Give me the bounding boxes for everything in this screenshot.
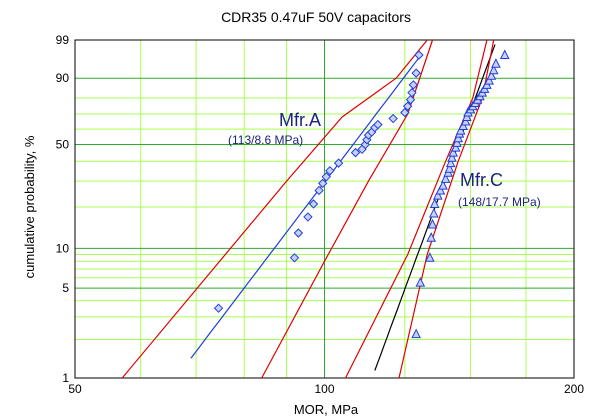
triangle-marker xyxy=(491,58,501,68)
triangle-marker xyxy=(484,74,494,85)
diamond-marker xyxy=(405,94,416,105)
triangle-marker xyxy=(448,147,459,157)
y-tick-labels: 1 5 10 50 90 99 xyxy=(56,33,70,385)
bound-lower-mfr-a xyxy=(121,39,428,379)
x-tick-labels: 50 100 200 xyxy=(68,382,584,396)
triangle-marker xyxy=(488,64,499,75)
diamond-marker xyxy=(402,101,413,111)
chart-title: CDR35 0.47uF 50V capacitors xyxy=(221,9,411,25)
bound-upper-mfr-a xyxy=(261,39,434,379)
triangle-marker xyxy=(429,207,439,218)
annotation-mfr-a-params: (113/8.6 MPa) xyxy=(228,133,303,147)
plot-frame xyxy=(74,39,575,379)
triangle-marker xyxy=(425,252,435,262)
y-tick-label: 10 xyxy=(56,241,70,255)
diamond-marker xyxy=(293,228,304,238)
x-tick-label: 200 xyxy=(564,382,584,396)
triangle-marker xyxy=(440,173,451,183)
triangle-marker xyxy=(486,70,497,80)
bound-lower-mfr-c xyxy=(344,39,488,379)
fit-line-mfr-a xyxy=(190,53,423,359)
y-tick-label: 90 xyxy=(56,71,70,85)
triangle-marker xyxy=(426,232,436,242)
triangle-marker xyxy=(453,132,464,143)
x-tick-label: 50 xyxy=(68,382,82,396)
major-grid xyxy=(75,40,574,378)
diamond-marker xyxy=(411,68,421,78)
triangle-marker xyxy=(499,49,510,60)
confidence-bounds xyxy=(121,39,495,379)
bound-upper-mfr-c xyxy=(398,39,495,379)
data-points xyxy=(213,49,510,339)
diamond-marker xyxy=(314,185,324,196)
diamond-marker xyxy=(408,80,419,90)
x-tick-label: 100 xyxy=(314,382,334,396)
triangle-marker xyxy=(435,184,446,195)
triangle-marker xyxy=(433,189,443,200)
diamond-marker xyxy=(373,119,383,130)
diamond-marker xyxy=(289,253,300,263)
diamond-marker xyxy=(333,158,344,168)
triangle-marker xyxy=(427,218,438,229)
diamond-marker xyxy=(303,212,313,222)
annotation-mfr-a: Mfr.A xyxy=(279,110,321,130)
y-tick-label: 5 xyxy=(62,281,69,295)
triangle-marker xyxy=(415,277,426,287)
diamond-marker xyxy=(388,113,398,124)
diamond-marker xyxy=(321,172,332,182)
triangle-marker xyxy=(452,137,462,147)
plot-border xyxy=(74,39,575,379)
annotation-mfr-c-params: (148/17.7 MPa) xyxy=(458,195,541,209)
triangle-marker xyxy=(447,152,457,162)
diamond-marker xyxy=(317,178,328,189)
y-axis-label: cumulative probability, % xyxy=(22,135,37,278)
triangle-marker xyxy=(438,180,448,190)
triangle-marker xyxy=(450,142,461,152)
diamond-marker xyxy=(400,107,410,118)
diamond-marker xyxy=(350,147,361,158)
diamond-marker xyxy=(414,50,424,60)
triangle-marker xyxy=(411,328,421,339)
triangle-marker xyxy=(460,115,471,126)
triangle-marker xyxy=(444,163,455,173)
diamond-marker xyxy=(308,199,319,209)
triangle-marker xyxy=(455,124,466,135)
fit-lines xyxy=(190,44,496,371)
diamond-marker xyxy=(325,165,335,176)
y-tick-label: 50 xyxy=(56,137,70,151)
triangle-marker xyxy=(462,111,472,122)
y-tick-label: 1 xyxy=(62,371,69,385)
diamond-marker xyxy=(407,87,417,98)
triangle-marker xyxy=(429,198,440,208)
y-tick-label: 99 xyxy=(56,33,70,47)
annotation-mfr-c: Mfr.C xyxy=(460,170,503,190)
triangle-marker xyxy=(445,157,456,168)
x-axis-label: MOR, MPa xyxy=(294,402,359,417)
diamond-marker xyxy=(213,303,224,313)
